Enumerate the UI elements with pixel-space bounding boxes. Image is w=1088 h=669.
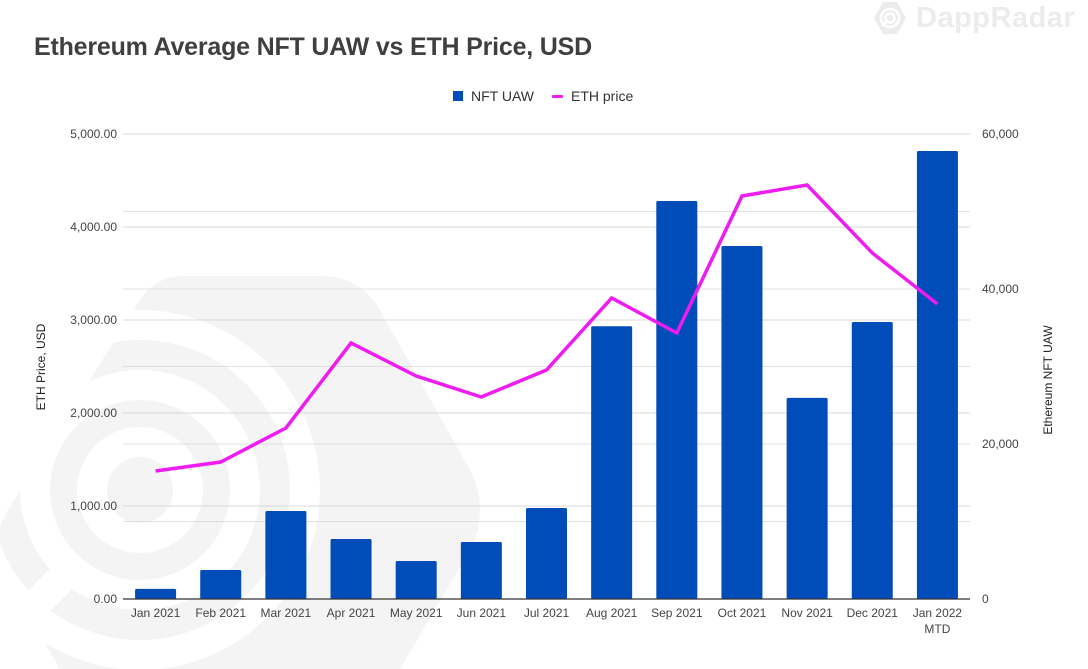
gridlines (123, 133, 970, 522)
bar-3 (265, 511, 307, 599)
x-tick-label: MTD (924, 622, 950, 636)
legend-label: NFT UAW (471, 88, 534, 104)
chart-title: Ethereum Average NFT UAW vs ETH Price, U… (34, 33, 592, 61)
legend-swatch-line (552, 94, 563, 98)
x-tick-label: Oct 2021 (718, 606, 767, 620)
x-tick-label: Apr 2021 (327, 606, 376, 620)
brand-name: DappRadar (916, 1, 1076, 34)
legend-item-eth-price: ETH price (552, 88, 633, 104)
bar-series-nft-uaw (135, 151, 958, 600)
bar-9 (656, 201, 698, 599)
bar-13 (916, 151, 958, 600)
brand-logo: DappRadar (872, 0, 1075, 36)
bar-4 (330, 538, 372, 599)
tick-labels: 0.00 1,000.00 2,000.00 3,000.00 4,000.00 5,00… (70, 127, 1019, 636)
bar-12 (851, 321, 893, 599)
line-series-eth-price (155, 183, 939, 473)
x-tick-label: Jun 2021 (457, 606, 507, 620)
x-tick-label: Jul 2021 (524, 606, 570, 620)
bar-2 (200, 569, 242, 599)
right-axis-title: Ethereum NFT UAW (1041, 325, 1055, 435)
bar-11 (786, 397, 828, 599)
x-tick-label: Jan 2021 (131, 606, 181, 620)
bar-5 (395, 561, 437, 599)
x-tick-label: Aug 2021 (586, 606, 638, 620)
bar-7 (526, 507, 567, 599)
x-tick-label: Jan 2022 (913, 606, 963, 620)
x-tick-label: Mar 2021 (261, 606, 312, 620)
x-tick-label: May 2021 (390, 606, 443, 620)
right-tick-label: 20,000 (982, 437, 1019, 451)
left-tick-label: 1,000.00 (70, 499, 117, 513)
left-tick-label: 0.00 (94, 592, 118, 606)
bar-10 (721, 245, 763, 600)
x-tick-label: Feb 2021 (195, 606, 246, 620)
x-tick-label: Dec 2021 (847, 606, 899, 620)
right-tick-label: 40,000 (982, 282, 1019, 296)
right-tick-label: 0 (982, 592, 989, 606)
legend-swatch-bar (453, 91, 463, 101)
left-tick-label: 5,000.00 (70, 127, 117, 141)
bar-1 (135, 588, 177, 599)
x-tick-label: Sep 2021 (651, 606, 703, 620)
dappradar-logo-icon (874, 2, 906, 34)
right-tick-label: 60,000 (982, 127, 1019, 141)
legend-label: ETH price (571, 88, 634, 104)
bar-8 (591, 326, 633, 599)
left-tick-label: 2,000.00 (70, 406, 117, 420)
legend-item-nft-uaw: NFT UAW (453, 88, 534, 104)
bar-6 (460, 542, 502, 599)
chart-legend: NFT UAW ETH price (453, 88, 651, 104)
left-tick-label: 4,000.00 (70, 220, 117, 234)
left-tick-label: 3,000.00 (70, 313, 117, 327)
left-axis-title: ETH Price, USD (34, 323, 48, 410)
x-tick-label: Nov 2021 (781, 606, 833, 620)
